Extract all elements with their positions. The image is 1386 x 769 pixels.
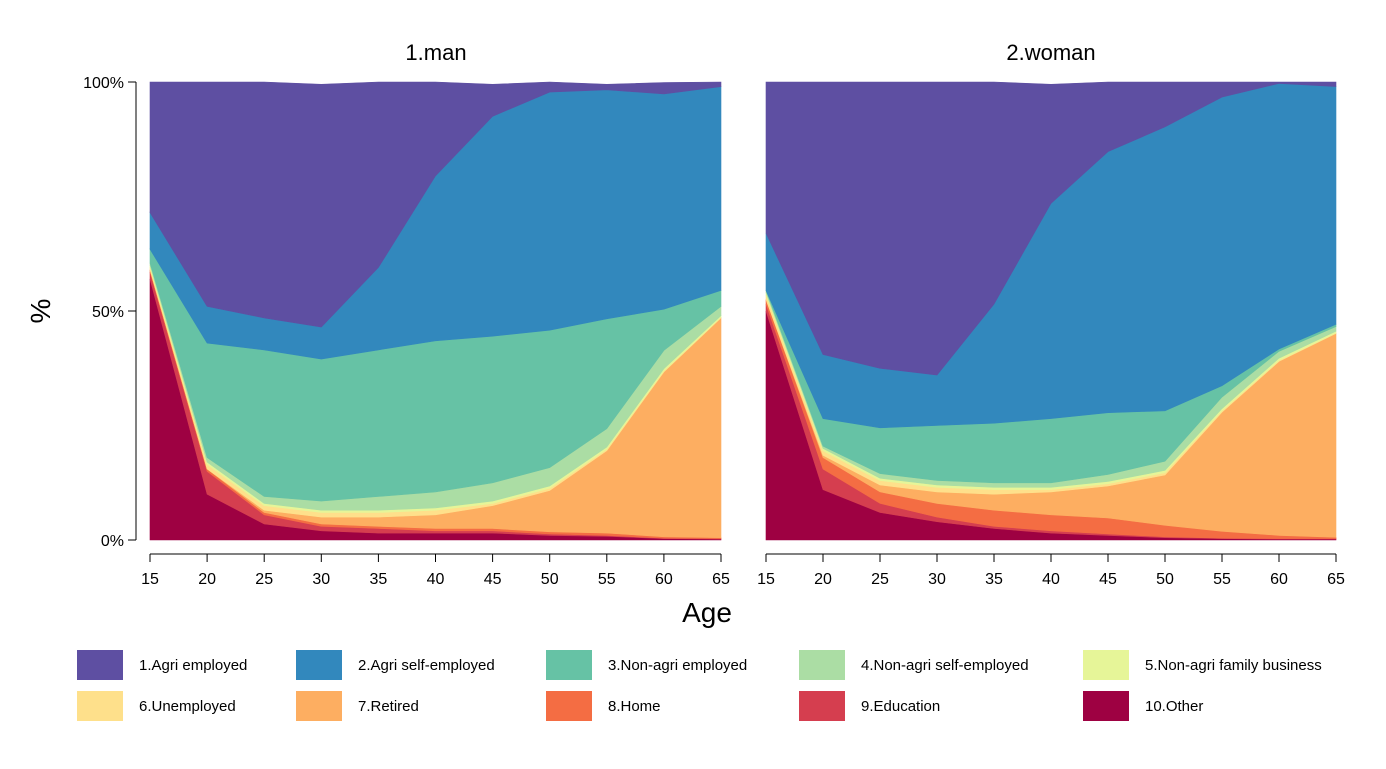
- legend-label-non-agri-employed: 3.Non-agri employed: [608, 657, 747, 674]
- area-man-agri-employed: [149, 81, 722, 328]
- x-tick-label-man: 25: [255, 571, 273, 588]
- legend-label-unemployed: 6.Unemployed: [139, 698, 236, 715]
- legend-label-retired: 7.Retired: [358, 698, 419, 715]
- legend-swatch-education: [799, 691, 845, 721]
- legend-label-agri-self-employed: 2.Agri self-employed: [358, 657, 495, 674]
- legend-label-agri-employed: 1.Agri employed: [139, 657, 247, 674]
- x-tick-label-man: 15: [141, 571, 159, 588]
- panel-title-man: 1.man: [405, 40, 466, 65]
- x-tick-label-man: 35: [370, 571, 388, 588]
- axes-woman: 15 20 25 30 35 40 45 50 55 60 65: [757, 553, 1345, 588]
- legend-swatch-non-agri-family-business: [1083, 650, 1129, 680]
- legend-swatch-home: [546, 691, 592, 721]
- x-tick-label-woman: 50: [1156, 571, 1174, 588]
- x-tick-label-man: 45: [484, 571, 502, 588]
- x-tick-label-man: 30: [312, 571, 330, 588]
- panel-woman: 2.woman 15 20 25 30 35 40 45 50 55 60 65: [757, 40, 1345, 588]
- x-tick-label-woman: 55: [1213, 571, 1231, 588]
- legend-label-home: 8.Home: [608, 698, 661, 715]
- x-tick-label-woman: 35: [985, 571, 1003, 588]
- legend-swatch-agri-self-employed: [296, 650, 342, 680]
- x-tick-label-man: 60: [655, 571, 673, 588]
- legend-swatch-non-agri-self-employed: [799, 650, 845, 680]
- x-axis-title: Age: [682, 597, 732, 628]
- x-tick-label-woman: 25: [871, 571, 889, 588]
- legend-label-other: 10.Other: [1145, 698, 1203, 715]
- x-tick-label-man: 40: [427, 571, 445, 588]
- panel-title-woman: 2.woman: [1006, 40, 1095, 65]
- x-tick-label-woman: 20: [814, 571, 832, 588]
- axes-man: 15 20 25 30 35 40 45 50 55 60 65: [141, 553, 730, 588]
- legend: 1.Agri employed 2.Agri self-employed 3.Non…: [77, 650, 1322, 721]
- y-tick-label: 100%: [83, 75, 124, 92]
- x-tick-label-woman: 40: [1042, 571, 1060, 588]
- y-axis: 0% 50% 100%: [83, 75, 137, 550]
- legend-swatch-other: [1083, 691, 1129, 721]
- legend-label-non-agri-family-business: 5.Non-agri family business: [1145, 657, 1322, 674]
- x-tick-label-woman: 45: [1099, 571, 1117, 588]
- legend-swatch-agri-employed: [77, 650, 123, 680]
- y-tick-label: 0%: [101, 533, 124, 550]
- legend-swatch-retired: [296, 691, 342, 721]
- legend-swatch-unemployed: [77, 691, 123, 721]
- y-tick-label: 50%: [92, 304, 124, 321]
- y-axis-title: %: [25, 299, 56, 324]
- area-layers-woman: [765, 81, 1337, 541]
- panel-man: 1.man 15 20 25 30 35 40 45 50 55 60 65: [141, 40, 730, 588]
- area-woman-agri-employed: [765, 81, 1337, 376]
- x-tick-label-woman: 15: [757, 571, 775, 588]
- x-tick-label-woman: 60: [1270, 571, 1288, 588]
- area-layers-man: [149, 81, 722, 541]
- legend-label-non-agri-self-employed: 4.Non-agri self-employed: [861, 657, 1029, 674]
- legend-swatch-non-agri-employed: [546, 650, 592, 680]
- x-tick-label-woman: 65: [1327, 571, 1345, 588]
- legend-label-education: 9.Education: [861, 698, 940, 715]
- x-tick-label-woman: 30: [928, 571, 946, 588]
- x-tick-label-man: 65: [712, 571, 730, 588]
- x-tick-label-man: 50: [541, 571, 559, 588]
- x-tick-label-man: 55: [598, 571, 616, 588]
- x-tick-label-man: 20: [198, 571, 216, 588]
